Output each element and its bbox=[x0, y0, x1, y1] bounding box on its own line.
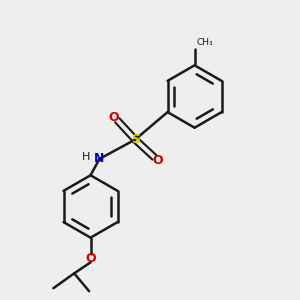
Text: O: O bbox=[85, 252, 96, 265]
Text: CH₃: CH₃ bbox=[196, 38, 213, 46]
Text: H: H bbox=[82, 152, 90, 162]
Text: O: O bbox=[108, 111, 119, 124]
Text: N: N bbox=[94, 152, 105, 165]
Text: S: S bbox=[130, 133, 140, 146]
Text: O: O bbox=[153, 154, 163, 167]
